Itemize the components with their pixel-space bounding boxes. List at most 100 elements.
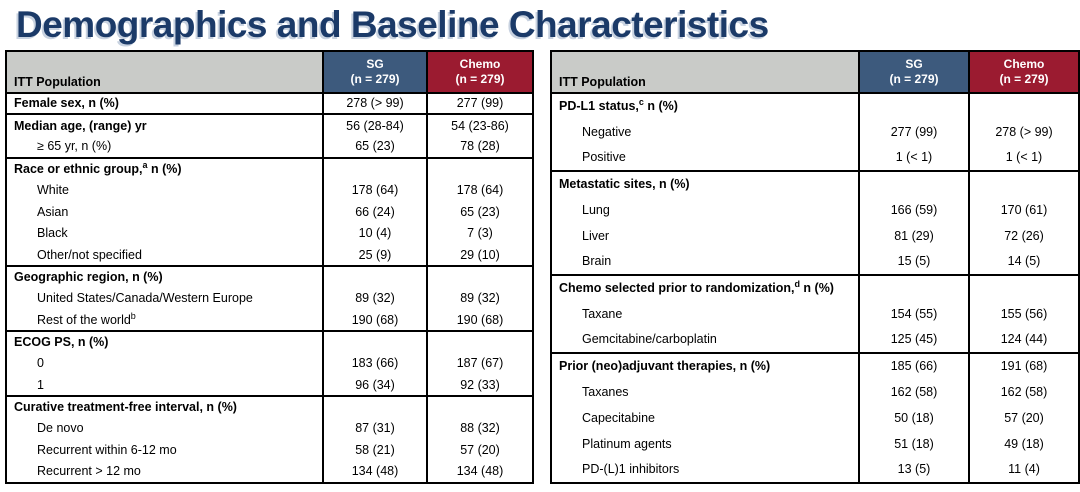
demographics-table: ITT Population SG (n = 279) Chemo (n = 2… [5,49,534,484]
sg-column-header: SG (n = 279) [322,50,427,93]
chemo-value: 7 (3) [426,222,533,245]
row-label: Race or ethnic group,a n (%) [14,159,182,176]
row-group: Female sex, n (%) 278 (> 99) 277 (99) [6,92,533,115]
sg-value: 89 (32) [322,287,427,310]
sg-value: 1 (< 1) [858,144,969,171]
row-label: Black [37,226,68,241]
sg-value: 185 (66) [858,352,969,379]
table-header: ITT Population SG (n = 279) Chemo (n = 2… [551,50,1079,93]
chemo-header-n: (n = 279) [455,71,505,86]
table-row: Other/not specified 25 (9) 29 (10) [6,244,533,266]
row-label: Recurrent > 12 mo [37,464,141,479]
chemo-value: 170 (61) [968,196,1079,223]
row-label: Recurrent within 6-12 mo [37,443,177,458]
table-row: Metastatic sites, n (%) [551,170,1079,197]
chemo-value [968,274,1079,301]
table-row: Rest of the worldb 190 (68) 190 (68) [6,309,533,331]
row-group: PD-L1 status,c n (%) Negative 277 (99) 278 … [551,92,1079,171]
table-row: Brain 15 (5) 14 (5) [551,248,1079,275]
row-label: Brain [582,254,612,269]
table-row: Taxane 154 (55) 155 (56) [551,300,1079,327]
table-row: Recurrent within 6-12 mo 58 (21) 57 (20) [6,439,533,461]
row-label: Taxanes [582,384,629,399]
chemo-value: 72 (26) [968,222,1079,249]
sg-value: 134 (48) [322,460,427,483]
chemo-value: 88 (32) [426,417,533,440]
sg-value: 277 (99) [858,118,969,145]
chemo-value: 92 (33) [426,374,533,396]
sg-value [322,157,427,180]
sg-value: 166 (59) [858,196,969,223]
table-row: ≥ 65 yr, n (%) 65 (23) 78 (28) [6,135,533,158]
row-label: Negative [582,124,632,139]
row-label: Positive [582,150,626,165]
chemo-value [426,395,533,418]
table-row: PD-L1 status,c n (%) [551,92,1079,119]
row-label: Other/not specified [37,247,142,262]
sg-value: 51 (18) [858,430,969,457]
sg-value: 96 (34) [322,374,427,396]
sg-value: 65 (23) [322,135,427,158]
itt-population-header: ITT Population [551,50,859,93]
row-group: Chemo selected prior to randomization,d … [551,274,1079,353]
row-label: Chemo selected prior to randomization,d … [559,278,834,296]
sg-value: 183 (66) [322,352,427,375]
table-row: Geographic region, n (%) [6,265,533,288]
table-row: Median age, (range) yr 56 (28-84) 54 (23-8… [6,114,533,136]
row-label: Lung [582,202,610,217]
chemo-value: 134 (48) [426,460,533,483]
sg-value: 15 (5) [858,248,969,275]
row-label: ECOG PS, n (%) [14,335,109,350]
table-row: Curative treatment-free interval, n (%) [6,395,533,418]
row-label: 0 [37,356,44,371]
tables-container: ITT Population SG (n = 279) Chemo (n = 2… [0,49,1080,484]
sg-header-n: (n = 279) [350,71,400,86]
sg-value: 278 (> 99) [322,92,427,115]
sg-value: 56 (28-84) [322,114,427,136]
page-title: Demographics and Baseline Characteristic… [16,4,769,45]
sg-header-name: SG [366,56,384,71]
sg-value [858,92,969,119]
row-label: De novo [37,421,84,436]
table-row: ECOG PS, n (%) [6,330,533,353]
sg-column-header: SG (n = 279) [858,50,969,93]
sg-value [858,170,969,197]
chemo-value: 1 (< 1) [968,144,1079,171]
sg-value [858,274,969,301]
chemo-value: 11 (4) [968,456,1079,483]
table-row: Gemcitabine/carboplatin 125 (45) 124 (44) [551,326,1079,353]
header-row: ITT Population SG (n = 279) Chemo (n = 2… [551,50,1079,93]
table-row: Recurrent > 12 mo 134 (48) 134 (48) [6,460,533,483]
row-group: Metastatic sites, n (%) Lung 166 (59) 170 (… [551,170,1079,275]
chemo-value: 29 (10) [426,244,533,266]
row-label: Rest of the worldb [37,310,136,327]
chemo-value: 191 (68) [968,352,1079,379]
chemo-value: 57 (20) [426,439,533,461]
table-row: De novo 87 (31) 88 (32) [6,417,533,440]
sg-value: 178 (64) [322,179,427,201]
row-group: Curative treatment-free interval, n (%) D… [6,395,533,483]
table-row: Liver 81 (29) 72 (26) [551,222,1079,249]
sg-value [322,330,427,353]
table-row: Lung 166 (59) 170 (61) [551,196,1079,223]
chemo-value [426,157,533,180]
chemo-column-header: Chemo (n = 279) [968,50,1079,93]
table-row: Black 10 (4) 7 (3) [6,222,533,245]
chemo-column-header: Chemo (n = 279) [426,50,533,93]
row-label: Capecitabine [582,410,655,425]
row-label: ≥ 65 yr, n (%) [37,139,112,154]
chemo-value: 78 (28) [426,135,533,158]
sg-value [322,265,427,288]
row-label: Asian [37,204,69,219]
sg-value: 190 (68) [322,309,427,331]
chemo-value: 278 (> 99) [968,118,1079,145]
chemo-value: 190 (68) [426,309,533,331]
table-row: Asian 66 (24) 65 (23) [6,200,533,223]
chemo-value [968,170,1079,197]
table-row: PD-(L)1 inhibitors 13 (5) 11 (4) [551,456,1079,483]
table-row: Platinum agents 51 (18) 49 (18) [551,430,1079,457]
chemo-value [426,330,533,353]
chemo-value: 14 (5) [968,248,1079,275]
sg-value: 162 (58) [858,378,969,405]
